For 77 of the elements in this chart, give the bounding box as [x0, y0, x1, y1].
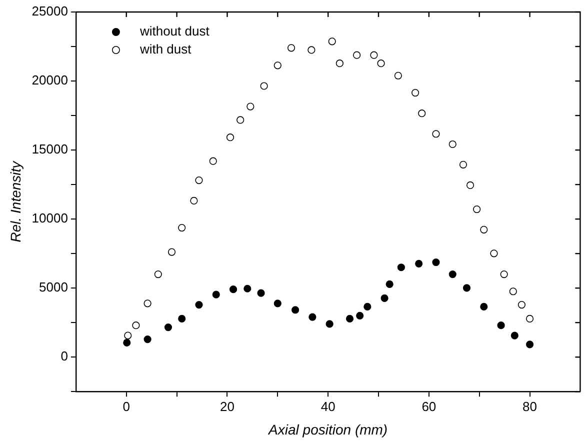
x-tick-label: 80: [522, 398, 538, 414]
point: [154, 270, 162, 278]
point: [509, 288, 517, 296]
x-axis-title: Axial position (mm): [268, 421, 388, 438]
point: [377, 60, 385, 68]
point: [226, 134, 234, 142]
point: [246, 102, 254, 110]
point: [386, 280, 394, 288]
point: [346, 314, 354, 323]
point: [212, 290, 220, 298]
point: [364, 302, 372, 311]
point: [497, 322, 505, 330]
point: [432, 258, 440, 266]
point: [144, 300, 152, 308]
point: [500, 270, 508, 278]
point: [326, 320, 334, 328]
point: [380, 294, 388, 302]
point: [510, 332, 518, 340]
y-tick-label: 10000: [32, 210, 68, 226]
point: [144, 335, 152, 344]
y-axis-title: Rel. Intensity: [7, 160, 24, 242]
point: [459, 160, 468, 168]
point: [462, 284, 471, 292]
point: [415, 260, 423, 268]
point: [473, 205, 481, 214]
point: [195, 176, 203, 184]
point: [480, 302, 488, 311]
point: [308, 313, 316, 321]
point: [526, 340, 534, 348]
point: [308, 46, 316, 54]
point: [356, 312, 364, 320]
point: [292, 306, 300, 314]
point: [168, 248, 176, 256]
point: [397, 264, 405, 272]
point: [229, 286, 238, 294]
point: [526, 314, 534, 323]
point: [448, 140, 456, 148]
point: [257, 289, 265, 297]
point: [418, 110, 426, 118]
point: [274, 62, 282, 70]
point: [260, 82, 268, 90]
x-tick-label: 40: [320, 398, 336, 414]
point: [209, 157, 217, 165]
y-tick-label: 15000: [32, 142, 68, 157]
y-tick-label: 25000: [32, 4, 68, 19]
point: [336, 60, 344, 68]
point: [164, 323, 172, 332]
point: [123, 338, 131, 347]
point: [480, 226, 488, 234]
point: [394, 72, 402, 80]
point: [328, 38, 336, 46]
x-tick-label: 60: [422, 398, 436, 414]
point: [490, 250, 498, 258]
legend-label: with dust: [138, 42, 192, 57]
point: [432, 130, 440, 138]
point: [518, 300, 526, 309]
y-tick-label: 0: [60, 348, 68, 364]
point: [190, 196, 198, 204]
point: [353, 51, 361, 59]
point: [370, 51, 378, 59]
point: [178, 224, 186, 232]
x-tick-label: 20: [220, 398, 234, 414]
x-tick-label: 0: [122, 398, 130, 414]
point: [448, 270, 456, 278]
point: [274, 300, 282, 308]
point: [124, 332, 132, 340]
legend-label: without dust: [138, 24, 210, 39]
point: [132, 322, 140, 330]
point: [412, 88, 420, 97]
y-tick-label: 5000: [39, 280, 68, 295]
point: [287, 44, 296, 52]
point: [178, 314, 186, 323]
point: [195, 300, 203, 309]
point: [466, 181, 474, 190]
point: [244, 284, 252, 292]
y-tick-label: 20000: [32, 72, 68, 88]
point: [236, 116, 244, 124]
